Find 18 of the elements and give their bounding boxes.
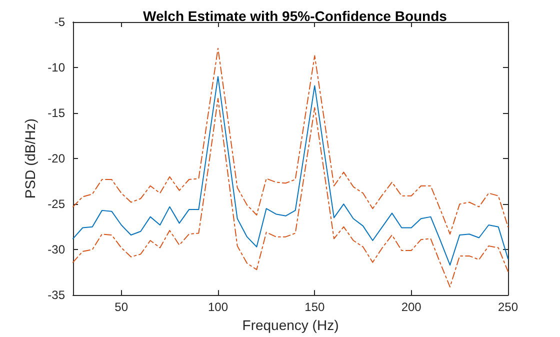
y-axis-title: PSD (dB/Hz)	[22, 118, 38, 199]
y-tick-label: -30	[48, 242, 66, 257]
line-series	[72, 98, 508, 288]
x-tick-label: 50	[114, 300, 128, 314]
line-series	[72, 76, 508, 266]
x-axis-title: Frequency (Hz)	[242, 317, 339, 333]
y-tick-label: -35	[48, 288, 66, 302]
x-tick-label: 200	[401, 300, 422, 314]
y-tick-label: -10	[48, 60, 66, 75]
line-series	[72, 48, 508, 235]
y-tick-label: -15	[48, 106, 66, 120]
x-tick-label: 150	[304, 300, 325, 314]
y-tick-label: -5	[54, 15, 66, 29]
chart-title: Welch Estimate with 95%-Confidence Bounds	[143, 8, 448, 24]
y-tick-label: -20	[48, 152, 66, 166]
x-tick-label: 250	[498, 300, 518, 314]
x-tick-label: 100	[208, 300, 228, 314]
y-tick-label: -25	[48, 197, 66, 212]
